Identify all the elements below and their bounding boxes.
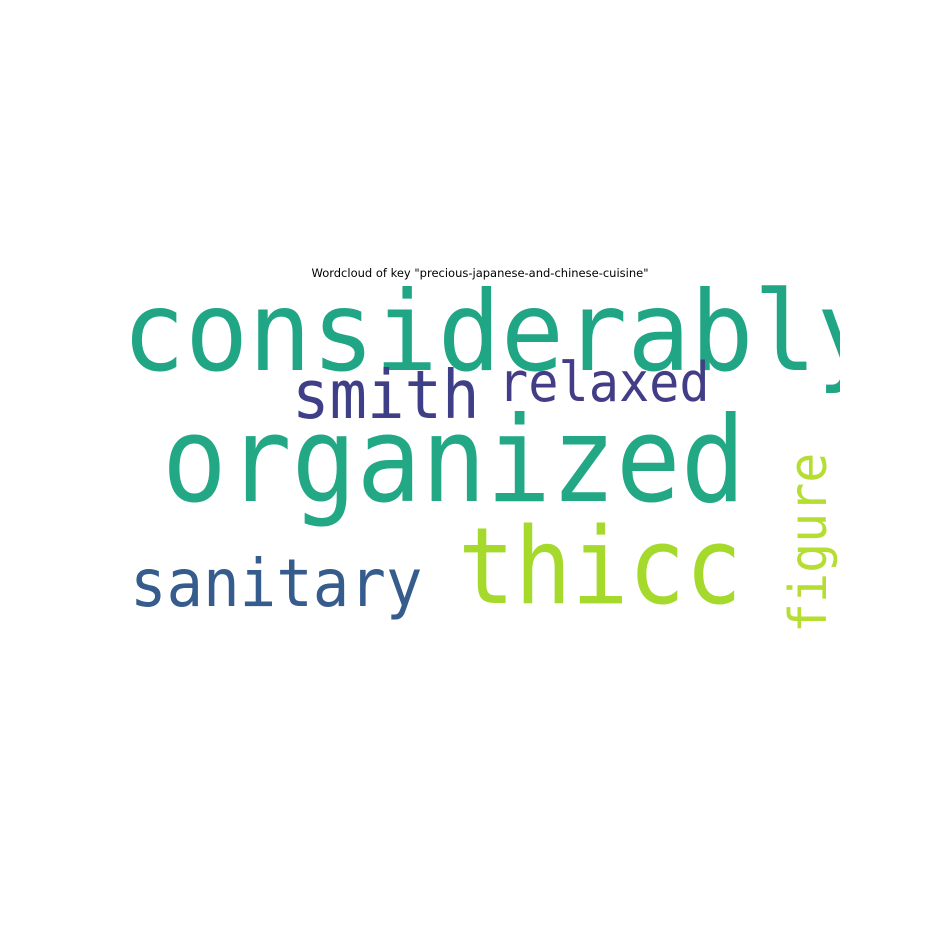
wordcloud-canvas: considerably organized smith relaxed san… — [118, 283, 840, 644]
word-considerably: considerably — [122, 283, 840, 397]
word-smith: smith — [292, 356, 480, 434]
word-relaxed: relaxed — [498, 351, 710, 414]
wordcloud-title: Wordcloud of key "precious-japanese-and-… — [311, 266, 649, 280]
word-thicc: thicc — [458, 505, 742, 628]
word-sanitary: sanitary — [130, 545, 423, 622]
word-figure: figure — [779, 452, 839, 633]
word-organized: organized — [162, 392, 746, 530]
